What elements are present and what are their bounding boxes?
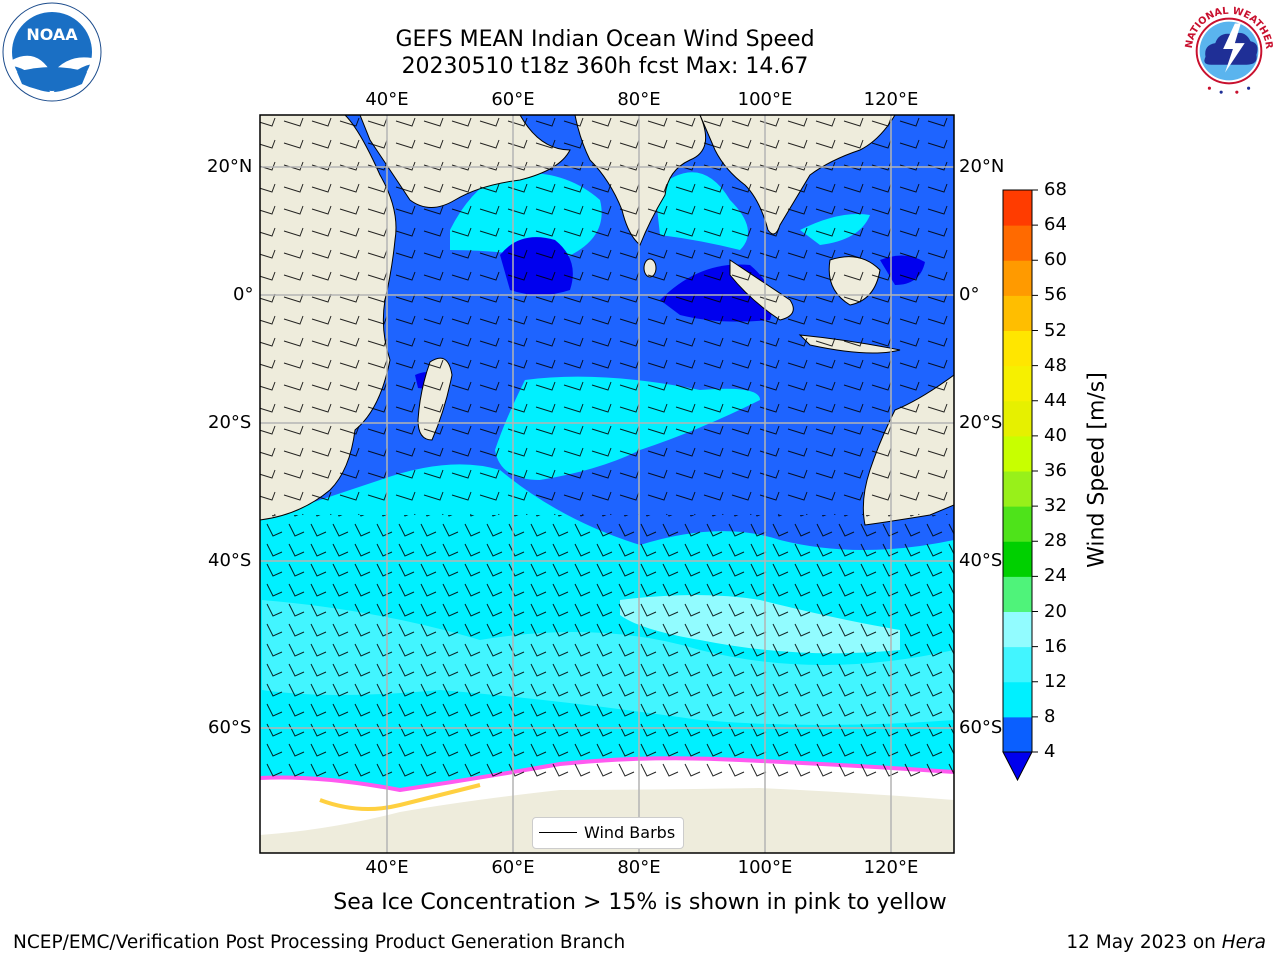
- colorbar-segment: [1003, 295, 1032, 331]
- colorbar-segment: [1003, 400, 1032, 437]
- lat-label-right-60s: 60°S: [959, 717, 1003, 738]
- lon-label-top-100e: 100°E: [737, 89, 793, 110]
- colorbar-segment: [1003, 260, 1032, 296]
- wind-barbs-south: [260, 515, 954, 780]
- colorbar-tick-label: 64: [1044, 214, 1067, 236]
- colorbar-tick-label: 8: [1044, 705, 1056, 727]
- colorbar-tick-label: 60: [1044, 249, 1067, 271]
- colorbar-tick-label: 68: [1044, 179, 1067, 200]
- colorbar-title: Wind Speed [m/s]: [1084, 372, 1110, 568]
- colorbar-tick-label: 28: [1044, 530, 1067, 552]
- colorbar-tick-label: 32: [1044, 495, 1067, 517]
- colorbar-segment: [1003, 541, 1032, 577]
- lon-label-bottom-80e: 80°E: [617, 857, 661, 878]
- generation-date: 12 May 2023 on Hera: [1066, 932, 1266, 953]
- colorbar-tick-label: 40: [1044, 424, 1067, 446]
- lon-label-bottom-60e: 60°E: [491, 857, 535, 878]
- colorbar-tick-label: 44: [1044, 389, 1067, 411]
- colorbar-tick-label: 36: [1044, 460, 1067, 481]
- colorbar-tick-label: 12: [1044, 670, 1067, 692]
- legend-label: Wind Barbs: [584, 823, 676, 842]
- colorbar-segment: [1003, 225, 1032, 261]
- host-name: Hera: [1221, 932, 1266, 953]
- lat-label-right-40s: 40°S: [959, 550, 1003, 571]
- noaa-logo-icon: NOAA: [2, 2, 102, 102]
- wind-barbs-tropics: [260, 115, 954, 515]
- lat-label-left-40s: 40°S: [208, 550, 252, 571]
- colorbar-tick-label: 20: [1044, 600, 1067, 622]
- colorbar-tick-label: 52: [1044, 319, 1067, 341]
- map-subtitle: 20230510 t18z 360h fcst Max: 14.67: [401, 54, 809, 79]
- colorbar-segment: [1003, 190, 1032, 226]
- colorbar-segment: [1003, 435, 1032, 472]
- lat-label-left-0: 0°: [233, 284, 254, 305]
- lat-label-right-20n: 20°N: [959, 156, 1005, 177]
- lon-label-bottom-120e: 120°E: [863, 857, 919, 878]
- colorbar-segment: [1003, 471, 1032, 507]
- lon-label-bottom-100e: 100°E: [737, 857, 793, 878]
- wind-barbs-legend: Wind Barbs: [532, 817, 684, 849]
- lon-label-top-120e: 120°E: [863, 89, 919, 110]
- lon-label-top-60e: 60°E: [491, 89, 535, 110]
- colorbar-tick-label: 56: [1044, 284, 1067, 306]
- colorbar-segment: [1003, 681, 1032, 718]
- colorbar-segment: [1003, 716, 1032, 753]
- colorbar-segment: [1003, 330, 1032, 367]
- noaa-logo-text: NOAA: [26, 25, 78, 44]
- colorbar-segment: [1003, 611, 1032, 648]
- producer-credit: NCEP/EMC/Verification Post Processing Pr…: [13, 932, 626, 953]
- graticule: [260, 115, 954, 853]
- legend-line-icon: [539, 832, 577, 833]
- colorbar-segment: [1003, 506, 1032, 542]
- lat-label-left-60s: 60°S: [208, 717, 252, 738]
- colorbar-segment: [1003, 365, 1032, 402]
- lat-label-left-20n: 20°N: [207, 156, 253, 177]
- nws-logo-icon: NATIONAL WEATHER SERVICE: [1180, 2, 1277, 99]
- colorbar: [1002, 189, 1038, 782]
- colorbar-tick-label: 16: [1044, 635, 1067, 657]
- map-frame-content: [260, 115, 954, 853]
- lat-label-right-0: 0°: [959, 284, 980, 305]
- sea-ice-edge-yellow: [319, 783, 481, 811]
- colorbar-segment: [1003, 576, 1032, 612]
- lat-label-right-20s: 20°S: [959, 412, 1003, 433]
- map-title: GEFS MEAN Indian Ocean Wind Speed: [395, 27, 815, 52]
- lon-label-bottom-40e: 40°E: [365, 857, 409, 878]
- lon-label-top-40e: 40°E: [365, 89, 409, 110]
- colorbar-segment: [1003, 646, 1032, 683]
- colorbar-tick-label: 4: [1044, 741, 1056, 762]
- colorbar-tick-label: 24: [1044, 565, 1067, 587]
- colorbar-tick-label: 48: [1044, 354, 1067, 376]
- map-frame: [259, 114, 955, 854]
- colorbar-under-arrow: [1002, 751, 1033, 782]
- lat-label-left-20s: 20°S: [208, 412, 252, 433]
- sea-ice-caption: Sea Ice Concentration > 15% is shown in …: [333, 890, 947, 915]
- lon-label-top-80e: 80°E: [617, 89, 661, 110]
